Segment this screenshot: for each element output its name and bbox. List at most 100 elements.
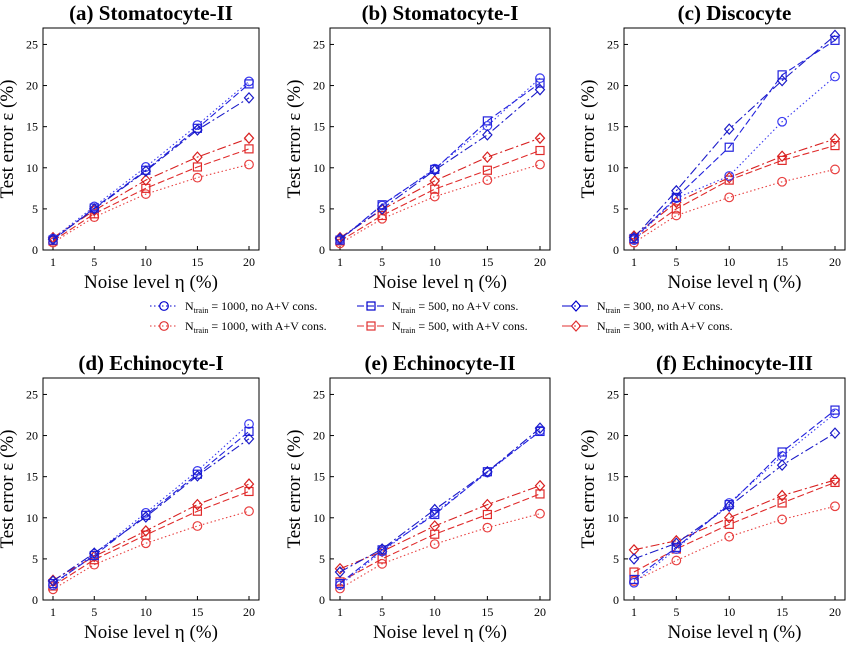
data-point <box>830 501 840 512</box>
series-ntrain-300-with-a-v-cons <box>47 132 255 244</box>
y-tick-label: 0 <box>319 593 325 607</box>
data-point <box>830 35 840 45</box>
series-line <box>633 76 836 241</box>
data-point <box>777 514 788 525</box>
y-tick-label: 25 <box>313 37 325 51</box>
legend-label: Ntrain = 500, with A+V cons. <box>392 319 528 335</box>
series-ntrain-500-with-a-v-cons <box>335 489 545 587</box>
series-ntrain-300-no-a-v-cons <box>628 29 841 244</box>
data-point <box>482 522 493 533</box>
y-tick-label: 10 <box>26 161 38 175</box>
series-ntrain-300-with-a-v-cons <box>334 132 546 244</box>
x-tick-label: 1 <box>631 605 637 619</box>
series-ntrain-300-no-a-v-cons <box>47 91 255 246</box>
data-point <box>482 498 493 511</box>
legend-item-6: Ntrain = 300, with A+V cons. <box>562 319 733 335</box>
x-tick-label: 1 <box>337 255 343 269</box>
data-point <box>671 542 681 552</box>
data-point <box>334 566 346 578</box>
series-line <box>339 137 541 239</box>
data-point <box>244 144 254 154</box>
data-point <box>671 184 682 197</box>
x-tick-label: 15 <box>481 255 493 269</box>
x-tick-label: 10 <box>140 605 152 619</box>
x-tick-label: 20 <box>243 605 255 619</box>
series-ntrain-300-no-a-v-cons <box>334 83 546 245</box>
x-tick-label: 15 <box>776 255 788 269</box>
legend-marker <box>159 301 169 311</box>
data-point <box>534 83 546 96</box>
data-point <box>377 210 387 221</box>
series-line <box>633 409 836 580</box>
panel-title: (b) Stomatocyte-I <box>362 1 519 25</box>
data-point <box>243 478 255 490</box>
x-tick-label: 1 <box>337 605 343 619</box>
y-tick-label: 10 <box>313 511 325 525</box>
data-point <box>724 171 735 181</box>
data-point <box>482 120 493 131</box>
series-line <box>633 39 836 239</box>
x-axis-label: Noise level η (%) <box>373 622 507 643</box>
data-point <box>671 210 682 221</box>
data-point <box>482 151 493 163</box>
data-point <box>89 550 99 561</box>
data-point <box>244 419 254 429</box>
plot-frame <box>623 27 846 251</box>
series-line <box>52 438 250 582</box>
series-line <box>52 490 250 587</box>
legend-value: 1000, with A+V cons. <box>221 319 327 333</box>
series-line <box>339 513 541 589</box>
y-axis-label: Test error ε (%) <box>284 429 305 548</box>
data-point <box>671 534 682 547</box>
y-tick-label: 25 <box>607 37 619 51</box>
data-point <box>47 575 59 587</box>
data-point <box>429 164 441 177</box>
plot-frame <box>329 377 551 601</box>
y-tick-label: 15 <box>313 120 325 134</box>
data-point <box>534 422 546 435</box>
x-axis-label: Noise level η (%) <box>668 622 802 643</box>
data-point <box>192 521 203 531</box>
x-tick-label: 10 <box>723 605 735 619</box>
series-ntrain-1000-with-a-v-cons <box>48 159 254 248</box>
legend-prefix: N <box>392 319 401 333</box>
data-point <box>335 578 345 589</box>
legend-eq: = <box>208 299 221 313</box>
data-point <box>244 426 254 437</box>
legend-subscript: train <box>194 306 209 315</box>
data-point <box>430 509 440 520</box>
data-point <box>829 29 841 42</box>
x-tick-label: 20 <box>829 255 841 269</box>
y-tick-label: 20 <box>313 429 325 443</box>
legend-marker <box>366 301 376 311</box>
data-point <box>244 159 254 170</box>
data-point <box>377 558 388 569</box>
x-tick-label: 5 <box>673 255 679 269</box>
y-tick-label: 15 <box>26 470 38 484</box>
legend-item-3: Ntrain = 300, no A+V cons. <box>562 299 723 315</box>
y-tick-label: 0 <box>32 593 38 607</box>
data-point <box>534 479 546 492</box>
x-tick-label: 20 <box>829 605 841 619</box>
legend-value: 1000, no A+V cons. <box>221 299 317 313</box>
legend-value: 500, no A+V cons. <box>428 299 518 313</box>
legend: Ntrain = 1000, no A+V cons. Ntrain = 500,… <box>150 299 733 335</box>
y-tick-label: 25 <box>313 387 325 401</box>
data-point <box>244 79 254 89</box>
series-ntrain-500-no-a-v-cons <box>48 79 254 245</box>
series-line <box>339 427 541 573</box>
series-line <box>339 89 541 239</box>
x-tick-label: 5 <box>91 605 97 619</box>
y-tick-label: 20 <box>607 429 619 443</box>
data-point <box>140 165 152 177</box>
legend-label: Ntrain = 300, with A+V cons. <box>597 319 733 335</box>
data-point <box>629 574 639 585</box>
x-tick-label: 20 <box>243 255 255 269</box>
series-line <box>633 138 836 237</box>
data-point <box>830 140 840 151</box>
